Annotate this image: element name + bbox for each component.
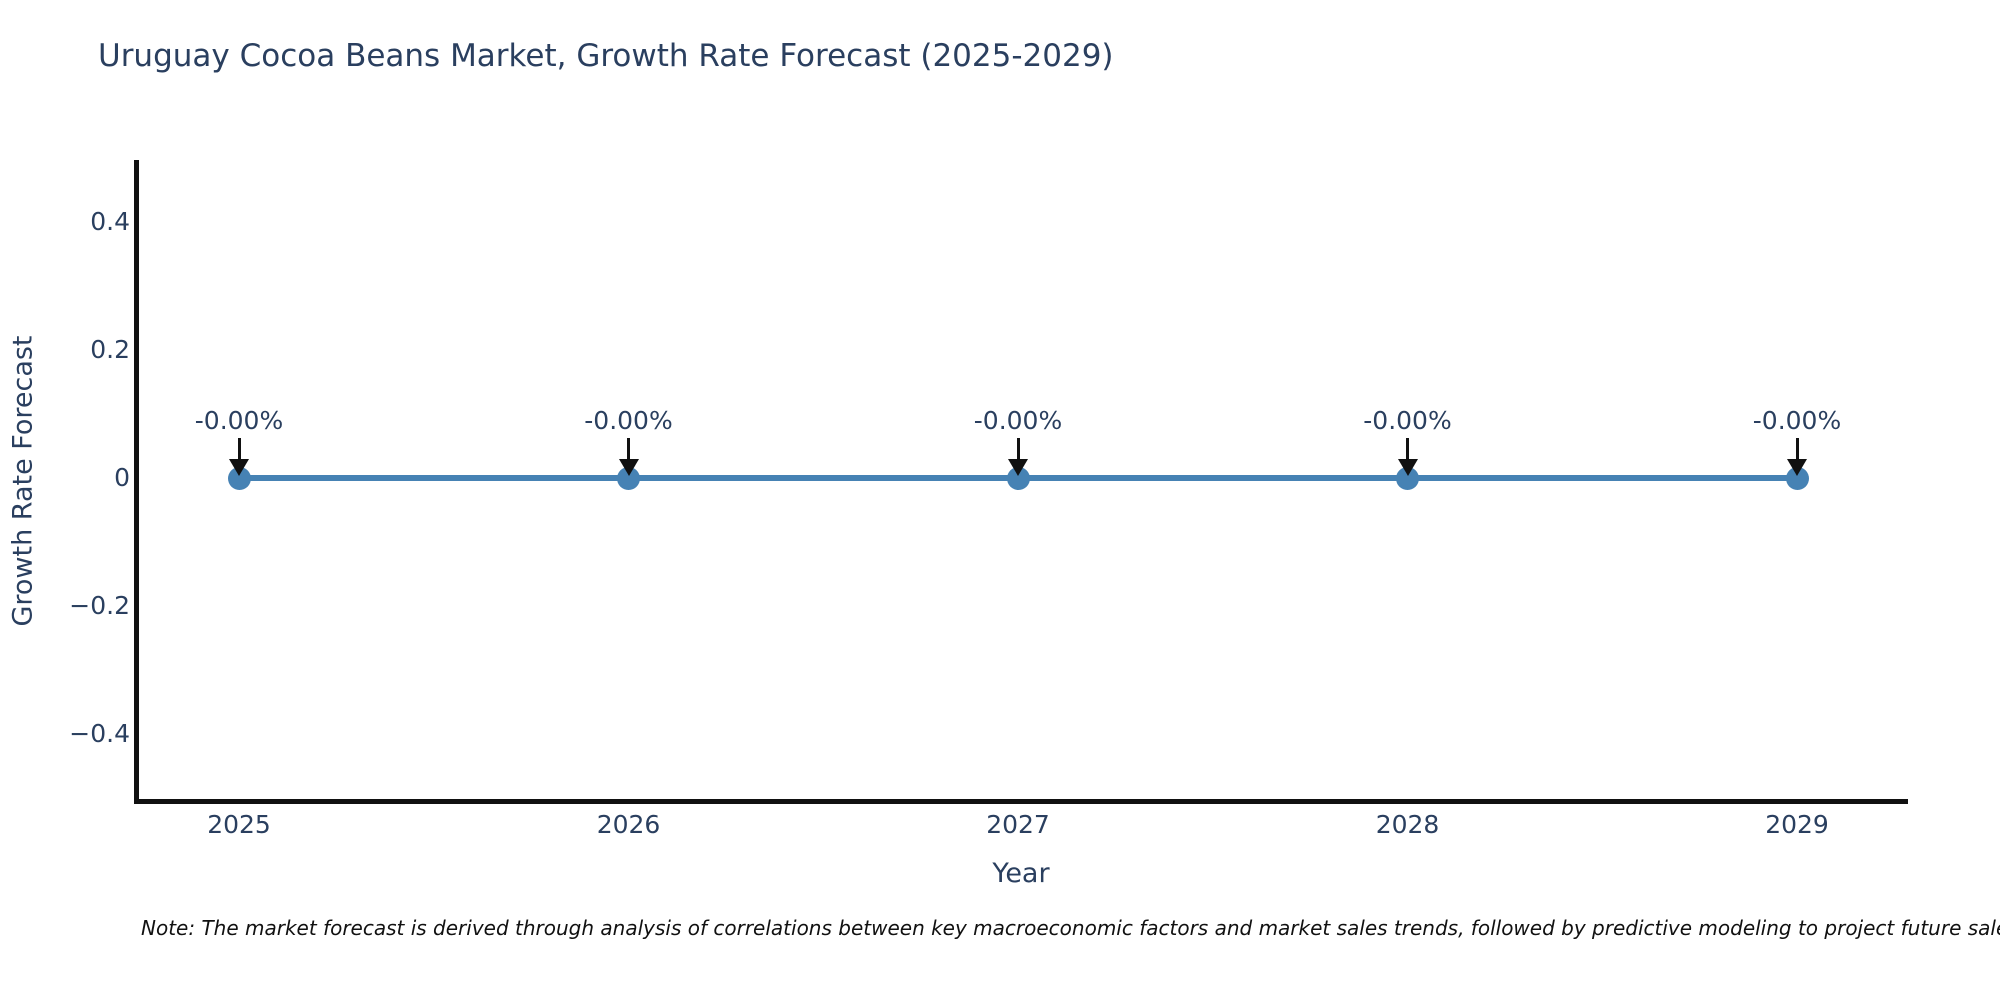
data-point-label: -0.00% xyxy=(1363,406,1452,435)
x-tick-label: 2029 xyxy=(1765,810,1829,839)
y-tick-label: 0.4 xyxy=(90,207,130,236)
y-tick-label: 0.2 xyxy=(90,335,130,364)
data-point-label: -0.00% xyxy=(1752,406,1842,435)
annotation-arrow-head xyxy=(1397,459,1418,476)
annotation-arrow-shaft xyxy=(627,438,630,460)
x-axis-line xyxy=(134,799,1908,804)
annotation-arrow-head xyxy=(1008,459,1028,476)
annotation-arrow-shaft xyxy=(1016,438,1020,460)
annotation-arrow-shaft xyxy=(1406,438,1409,460)
x-axis-title: Year xyxy=(992,858,1050,889)
annotation-arrow-shaft xyxy=(237,438,241,460)
x-tick-label: 2028 xyxy=(1375,810,1440,839)
y-tick-label: −0.4 xyxy=(69,719,130,748)
x-tick-label: 2026 xyxy=(596,810,661,839)
chart-title: Uruguay Cocoa Beans Market, Growth Rate … xyxy=(98,38,1114,74)
annotation-arrow-head xyxy=(618,459,639,476)
y-axis-line xyxy=(134,160,139,804)
annotation-arrow-shaft xyxy=(1795,438,1799,460)
y-tick-label: 0 xyxy=(114,463,130,492)
annotation-arrow-head xyxy=(229,459,249,476)
data-point-label: -0.00% xyxy=(194,406,284,435)
y-tick-label: −0.2 xyxy=(69,591,130,620)
x-tick-label: 2027 xyxy=(986,810,1050,839)
data-point-label: -0.00% xyxy=(584,406,673,435)
x-tick-label: 2025 xyxy=(207,810,271,839)
annotation-arrow-head xyxy=(1787,459,1807,476)
footnote: Note: The market forecast is derived thr… xyxy=(141,916,2000,940)
data-point-label: -0.00% xyxy=(973,406,1063,435)
